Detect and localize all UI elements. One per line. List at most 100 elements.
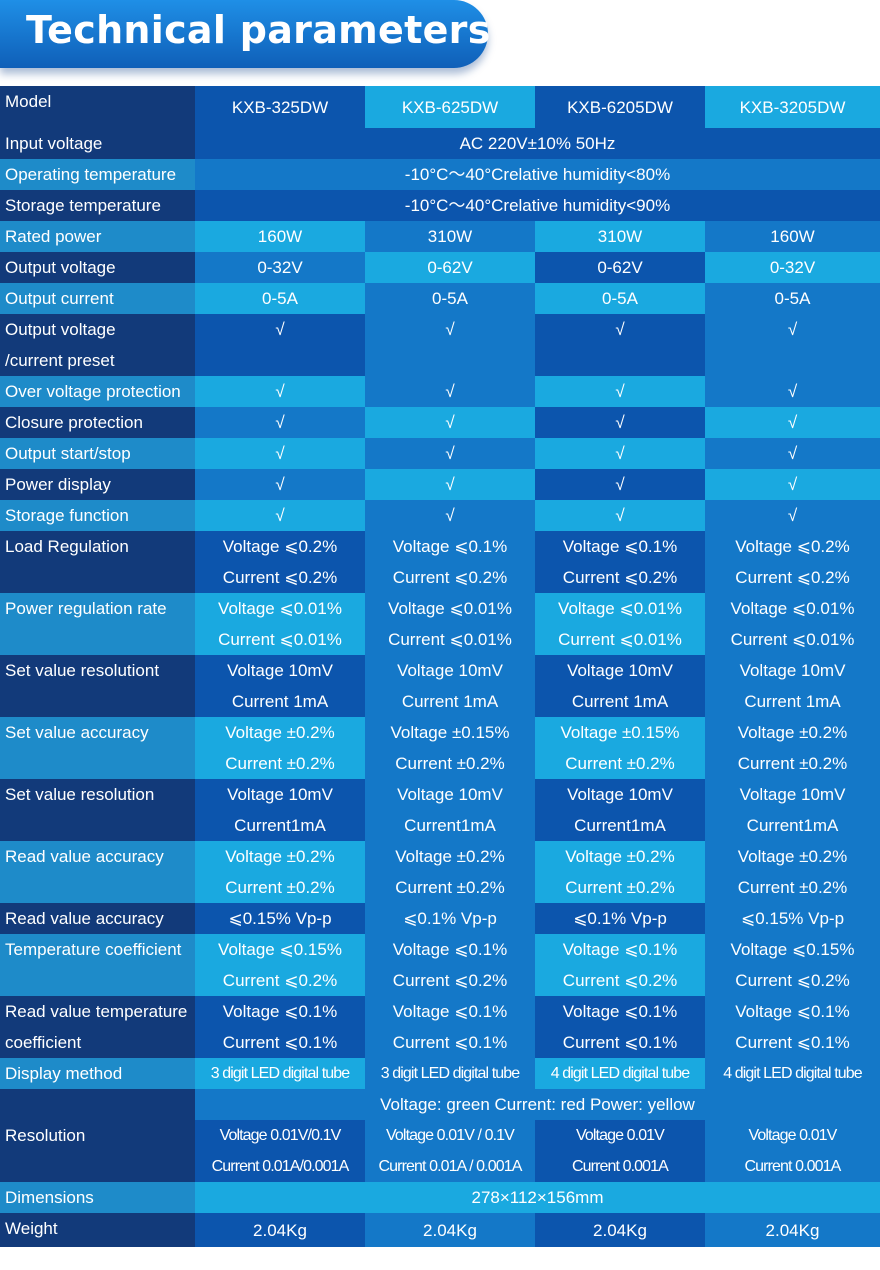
value-set_resolution-3: Voltage 10mV Current1mA: [535, 779, 705, 841]
value-line: Voltage ⩽0.1%: [222, 1002, 338, 1021]
value-set_accuracy-1: Voltage ±0.2% Current ±0.2%: [195, 717, 365, 779]
value-power_display-2: √: [365, 469, 535, 500]
value-over_voltage-3: √: [535, 376, 705, 407]
value-read_accuracy-3: Voltage ±0.2% Current ±0.2%: [535, 841, 705, 903]
value-display_method-1: 3 digit LED digital tube: [195, 1058, 365, 1089]
value-resolution-1: Voltage 0.01V/0.1V Current 0.01A/0.001A: [195, 1120, 365, 1182]
row-closure: Closure protection √ √ √ √: [0, 407, 880, 438]
row-label-operating_temperature: Operating temperature: [0, 159, 195, 190]
value-set_resolutiont-4: Voltage 10mV Current 1mA: [705, 655, 880, 717]
value-preset-4: √: [705, 314, 880, 376]
value-line: Voltage ±0.2%: [225, 723, 335, 742]
value-storage_function-3: √: [535, 500, 705, 531]
value-resolution-3: Voltage 0.01V Current 0.001A: [535, 1120, 705, 1182]
value-line: Voltage 10mV: [567, 661, 673, 680]
value-line: Current ±0.2%: [565, 754, 675, 773]
value-set_resolution-4: Voltage 10mV Current1mA: [705, 779, 880, 841]
value-line: Current 0.001A: [572, 1158, 669, 1175]
row-label-model: Model: [0, 86, 195, 128]
row-label-read_temp_coefficient: Read value temperature coefficient: [0, 996, 195, 1058]
value-rated_power-1: 160W: [195, 221, 365, 252]
value-power_display-4: √: [705, 469, 880, 500]
value-line: Current ±0.2%: [395, 754, 505, 773]
value-weight-1: 2.04Kg: [195, 1213, 365, 1247]
value-line: Current ⩽0.01%: [218, 630, 342, 649]
row-label-weight: Weight: [0, 1213, 195, 1247]
value-temp_coefficient-4: Voltage ⩽0.15% Current ⩽0.2%: [705, 934, 880, 996]
value-line: Current ⩽0.1%: [392, 1033, 508, 1052]
value-line: Current 1mA: [571, 692, 669, 711]
row-label-rated_power: Rated power: [0, 221, 195, 252]
row-label-input_voltage: Input voltage: [0, 128, 195, 159]
row-load_regulation: Load Regulation Voltage ⩽0.2% Current ⩽0.2…: [0, 531, 880, 593]
row-weight: Weight 2.04Kg 2.04Kg 2.04Kg 2.04Kg: [0, 1213, 880, 1247]
value-load_regulation-2: Voltage ⩽0.1% Current ⩽0.2%: [365, 531, 535, 593]
value-storage_temperature: -10°C～40°Crelative humidity<90%: [195, 190, 880, 221]
row-set_accuracy: Set value accuracy Voltage ±0.2% Current ±…: [0, 717, 880, 779]
page-title: Technical parameters: [26, 8, 491, 52]
row-rated_power: Rated power 160W 310W 310W 160W: [0, 221, 880, 252]
value-line: Current ±0.2%: [225, 754, 335, 773]
row-label-storage_function: Storage function: [0, 500, 195, 531]
value-line: Current ⩽0.2%: [735, 971, 850, 990]
value-load_regulation-1: Voltage ⩽0.2% Current ⩽0.2%: [195, 531, 365, 593]
check-icon: √: [275, 320, 285, 339]
value-line: Voltage ±0.2%: [565, 847, 675, 866]
value-model-3: KXB-6205DW: [535, 86, 705, 128]
value-line: Current 1mA: [231, 692, 329, 711]
value-line: Voltage ±0.2%: [737, 847, 848, 866]
value-line: Current ⩽0.1%: [222, 1033, 338, 1052]
row-start_stop: Output start/stop √ √ √ √: [0, 438, 880, 469]
value-line: Voltage 0.01V: [576, 1127, 665, 1144]
value-line: Voltage ⩽0.15%: [730, 940, 855, 959]
value-power_display-1: √: [195, 469, 365, 500]
row-display-colors: Voltage: green Current: red Power: yello…: [0, 1089, 880, 1120]
value-line: Current ⩽0.2%: [562, 971, 678, 990]
row-storage_temperature: Storage temperature -10°C～40°Crelative hu…: [0, 190, 880, 221]
row-label-line: coefficient: [5, 1033, 82, 1052]
value-dimensions: 278×112×156mm: [195, 1182, 880, 1213]
value-set_resolutiont-3: Voltage 10mV Current 1mA: [535, 655, 705, 717]
row-label-display_method: Display method: [0, 1058, 195, 1089]
value-weight-4: 2.04Kg: [705, 1213, 880, 1247]
value-set_resolutiont-2: Voltage 10mV Current 1mA: [365, 655, 535, 717]
value-output_current-2: 0-5A: [365, 283, 535, 314]
value-temp_coefficient-1: Voltage ⩽0.15% Current ⩽0.2%: [195, 934, 365, 996]
row-dimensions: Dimensions 278×112×156mm: [0, 1182, 880, 1213]
value-line: Current1mA: [404, 816, 496, 835]
value-load_regulation-3: Voltage ⩽0.1% Current ⩽0.2%: [535, 531, 705, 593]
value-line: Voltage ⩽0.2%: [222, 537, 338, 556]
value-line: Voltage ⩽0.01%: [218, 599, 342, 618]
value-line: Current 0.001A: [744, 1158, 842, 1175]
value-load_regulation-4: Voltage ⩽0.2% Current ⩽0.2%: [705, 531, 880, 593]
value-read_temp_coefficient-1: Voltage ⩽0.1% Current ⩽0.1%: [195, 996, 365, 1058]
value-line: Current ⩽0.1%: [735, 1033, 850, 1052]
value-read_accuracy_vpp-3: ⩽0.1% Vp-p: [535, 903, 705, 934]
row-power_regulation: Power regulation rate Voltage ⩽0.01% Curre…: [0, 593, 880, 655]
value-over_voltage-4: √: [705, 376, 880, 407]
header: Technical parameters: [0, 0, 880, 86]
value-line: Voltage ⩽0.1%: [392, 940, 508, 959]
value-line: Current ±0.2%: [737, 878, 848, 897]
value-rated_power-3: 310W: [535, 221, 705, 252]
value-line: Current1mA: [574, 816, 666, 835]
value-read_temp_coefficient-3: Voltage ⩽0.1% Current ⩽0.1%: [535, 996, 705, 1058]
row-label-set_accuracy: Set value accuracy: [0, 717, 195, 779]
value-line: Current1mA: [234, 816, 326, 835]
value-line: Current ⩽0.2%: [735, 568, 850, 587]
value-storage_function-4: √: [705, 500, 880, 531]
value-start_stop-4: √: [705, 438, 880, 469]
row-label-line: /current preset: [5, 351, 115, 370]
value-power_regulation-1: Voltage ⩽0.01% Current ⩽0.01%: [195, 593, 365, 655]
row-label-load_regulation: Load Regulation: [0, 531, 195, 593]
row-read_accuracy: Read value accuracy Voltage ±0.2% Current …: [0, 841, 880, 903]
row-temp_coefficient: Temperature coefficient Voltage ⩽0.15% Cur…: [0, 934, 880, 996]
value-over_voltage-1: √: [195, 376, 365, 407]
value-rated_power-2: 310W: [365, 221, 535, 252]
value-line: Voltage 10mV: [397, 785, 503, 804]
value-closure-3: √: [535, 407, 705, 438]
value-closure-4: √: [705, 407, 880, 438]
value-operating_temperature: -10°C～40°Crelative humidity<80%: [195, 159, 880, 190]
title-banner: Technical parameters: [0, 0, 491, 68]
row-resolution: Resolution Voltage 0.01V/0.1V Current 0.01…: [0, 1120, 880, 1182]
